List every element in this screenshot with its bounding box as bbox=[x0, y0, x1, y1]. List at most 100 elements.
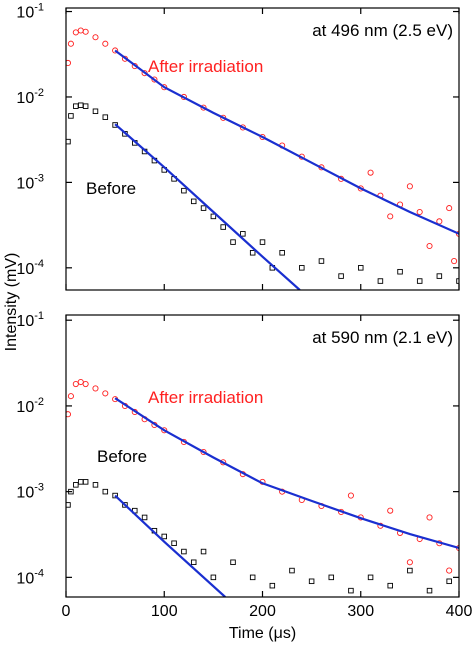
plot-frame bbox=[65, 7, 460, 291]
data-point bbox=[397, 268, 403, 275]
data-point bbox=[328, 574, 335, 581]
series-label: After irradiation bbox=[148, 57, 263, 76]
x-tick-label: 100 bbox=[151, 603, 178, 620]
y-tick-base: 10 bbox=[16, 399, 34, 416]
data-point bbox=[181, 548, 187, 555]
data-point bbox=[210, 574, 217, 581]
data-point bbox=[299, 265, 305, 271]
data-point bbox=[73, 103, 79, 109]
x-tick-label: 200 bbox=[249, 603, 276, 620]
data-point bbox=[308, 578, 315, 585]
fit-line bbox=[114, 123, 301, 290]
y-tick-base: 10 bbox=[16, 485, 34, 502]
y-tick-base: 10 bbox=[16, 570, 34, 587]
data-point bbox=[200, 104, 207, 111]
data-point bbox=[407, 567, 413, 574]
data-point bbox=[406, 559, 413, 566]
data-point bbox=[171, 540, 177, 546]
y-tick-label: 10-3 bbox=[16, 172, 44, 192]
data-point bbox=[456, 278, 459, 284]
x-tick-label: 400 bbox=[446, 603, 473, 620]
data-point bbox=[112, 47, 119, 54]
data-point bbox=[92, 482, 99, 488]
plot-area bbox=[66, 378, 459, 597]
fit-line bbox=[114, 494, 226, 597]
data-point bbox=[279, 250, 285, 256]
data-point bbox=[377, 278, 384, 284]
data-point bbox=[358, 265, 364, 271]
data-point bbox=[82, 103, 89, 109]
fit-line bbox=[114, 397, 459, 550]
y-tick-label: 10-1 bbox=[16, 2, 44, 22]
data-point bbox=[210, 213, 217, 220]
data-point bbox=[338, 273, 344, 279]
data-point bbox=[416, 278, 423, 284]
data-point bbox=[436, 273, 443, 279]
y-tick-exponent: -1 bbox=[34, 2, 44, 14]
data-point bbox=[446, 578, 452, 585]
data-point bbox=[67, 40, 74, 47]
y-tick-label: 10-1 bbox=[16, 310, 44, 330]
y-tick-exponent: -2 bbox=[34, 396, 44, 408]
data-point bbox=[249, 574, 256, 581]
data-point bbox=[426, 242, 433, 250]
y-tick-exponent: -1 bbox=[34, 310, 44, 322]
series-label: After irradiation bbox=[148, 388, 263, 407]
data-point bbox=[289, 567, 295, 574]
data-point bbox=[77, 378, 84, 386]
data-point bbox=[190, 198, 197, 205]
y-tick-base: 10 bbox=[16, 313, 34, 330]
data-point bbox=[68, 113, 74, 119]
y-tick-label: 10-3 bbox=[16, 482, 44, 502]
y-tick-label: 10-2 bbox=[16, 87, 44, 107]
data-point bbox=[416, 208, 423, 216]
data-point bbox=[82, 380, 89, 388]
data-point bbox=[72, 380, 79, 388]
y-tick-base: 10 bbox=[16, 175, 34, 192]
data-point bbox=[102, 40, 109, 47]
y-tick-exponent: -3 bbox=[34, 482, 44, 494]
data-point bbox=[220, 224, 226, 230]
data-point bbox=[446, 205, 453, 212]
data-point bbox=[66, 138, 71, 145]
data-point bbox=[446, 567, 453, 574]
y-tick-label: 10-4 bbox=[16, 567, 44, 587]
annotation: at 496 nm (2.5 eV) bbox=[312, 21, 453, 40]
data-point bbox=[426, 587, 433, 594]
data-point bbox=[102, 114, 109, 120]
data-point bbox=[66, 411, 72, 418]
data-point bbox=[387, 213, 394, 220]
data-point bbox=[367, 169, 374, 176]
data-point bbox=[77, 102, 84, 108]
data-point bbox=[77, 479, 84, 485]
data-point bbox=[122, 502, 128, 508]
x-axis-label: Time (μs) bbox=[229, 625, 296, 642]
data-point bbox=[387, 582, 393, 589]
data-point bbox=[102, 488, 109, 495]
y-tick-exponent: -4 bbox=[34, 258, 44, 270]
data-point bbox=[73, 482, 79, 488]
data-point bbox=[66, 59, 72, 67]
data-point bbox=[102, 390, 109, 397]
data-point bbox=[406, 183, 413, 190]
data-point bbox=[200, 448, 207, 456]
data-point bbox=[426, 514, 433, 521]
x-tick-label: 300 bbox=[347, 603, 374, 620]
data-point bbox=[200, 548, 207, 555]
data-point bbox=[387, 507, 394, 514]
data-point bbox=[151, 76, 158, 83]
data-point bbox=[77, 27, 84, 34]
y-axis-label: Intensity (mV) bbox=[3, 253, 20, 352]
data-point bbox=[82, 479, 89, 485]
y-tick-exponent: -4 bbox=[34, 567, 44, 579]
data-point bbox=[161, 427, 168, 434]
data-point bbox=[347, 492, 354, 499]
data-point bbox=[200, 205, 207, 211]
data-point bbox=[367, 574, 374, 581]
data-point bbox=[451, 258, 458, 265]
data-point bbox=[67, 393, 74, 400]
plot-area bbox=[66, 27, 459, 290]
y-tick-exponent: -2 bbox=[34, 87, 44, 99]
data-point bbox=[240, 231, 246, 237]
